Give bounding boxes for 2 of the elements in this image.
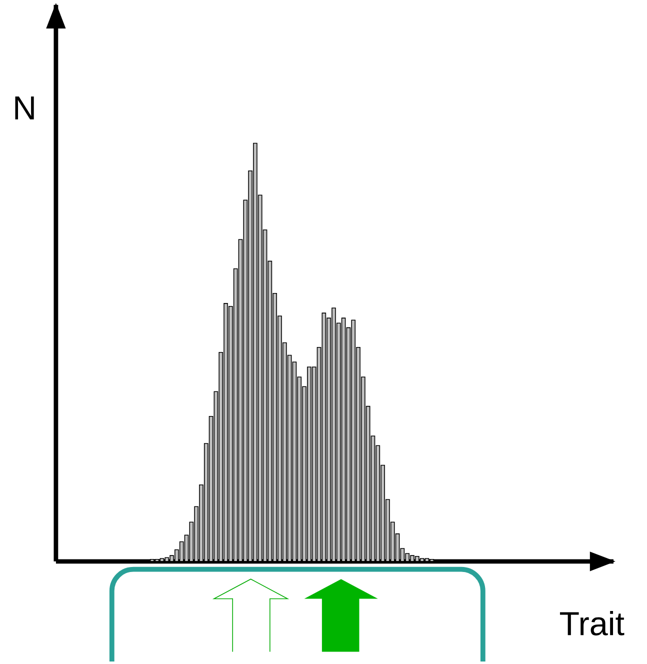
y-axis-title: N (15, 96, 34, 120)
x-axis-title: Trait (560, 611, 624, 636)
